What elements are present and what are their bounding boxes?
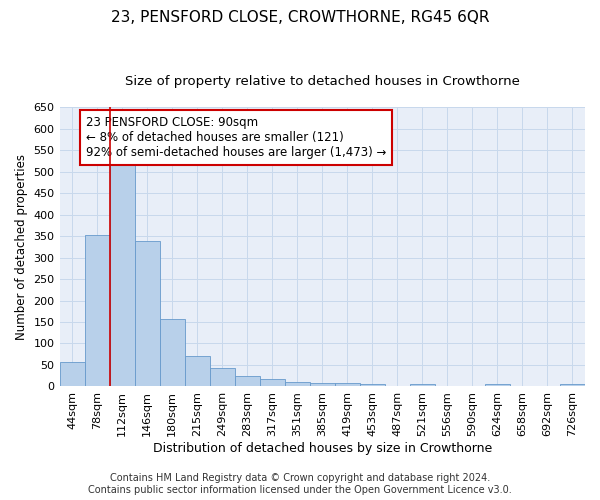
- Bar: [260, 379, 285, 386]
- Bar: [285, 382, 310, 386]
- Bar: [59, 362, 85, 386]
- Y-axis label: Number of detached properties: Number of detached properties: [15, 154, 28, 340]
- Title: Size of property relative to detached houses in Crowthorne: Size of property relative to detached ho…: [125, 75, 520, 88]
- Bar: [235, 376, 260, 386]
- Bar: [485, 384, 510, 386]
- Text: 23, PENSFORD CLOSE, CROWTHORNE, RG45 6QR: 23, PENSFORD CLOSE, CROWTHORNE, RG45 6QR: [111, 10, 489, 25]
- Bar: [209, 368, 235, 386]
- Text: Contains HM Land Registry data © Crown copyright and database right 2024.
Contai: Contains HM Land Registry data © Crown c…: [88, 474, 512, 495]
- X-axis label: Distribution of detached houses by size in Crowthorne: Distribution of detached houses by size …: [152, 442, 492, 455]
- Bar: [85, 235, 110, 386]
- Bar: [134, 242, 160, 386]
- Bar: [160, 319, 185, 386]
- Bar: [310, 382, 335, 386]
- Bar: [560, 384, 585, 386]
- Bar: [410, 384, 435, 386]
- Bar: [335, 382, 360, 386]
- Bar: [110, 154, 134, 386]
- Text: 23 PENSFORD CLOSE: 90sqm
← 8% of detached houses are smaller (121)
92% of semi-d: 23 PENSFORD CLOSE: 90sqm ← 8% of detache…: [86, 116, 386, 158]
- Bar: [185, 356, 209, 386]
- Bar: [360, 384, 385, 386]
